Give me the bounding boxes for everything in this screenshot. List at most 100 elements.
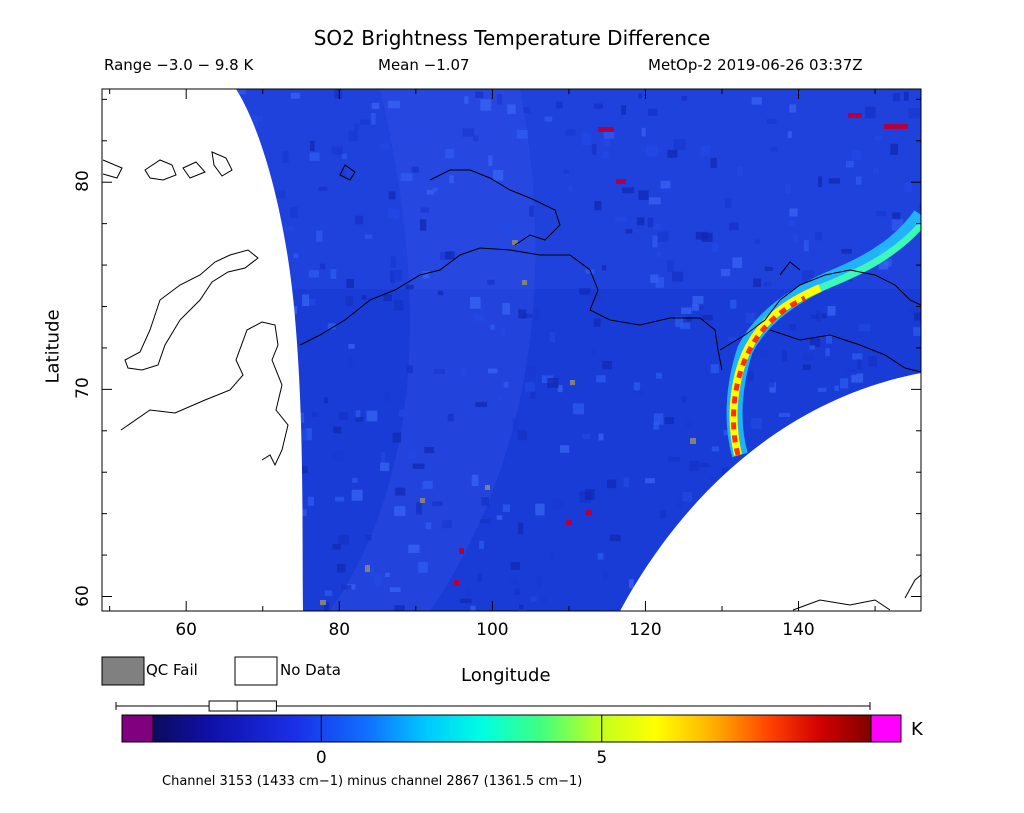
data-pixel [442,520,452,529]
x-axis [109,89,876,611]
data-pixel [597,552,604,560]
data-pixel [563,169,570,174]
data-pixel [827,305,836,316]
data-pixel [316,230,323,242]
data-pixel [594,103,603,109]
data-pixel [592,347,598,355]
data-pixel [891,219,904,231]
data-pixel [290,206,298,219]
data-pixel [788,220,795,227]
data-pixel [851,373,864,383]
data-pixel [355,410,361,420]
data-pixel [556,101,563,109]
data-pixel [411,166,419,173]
y-axis-label: Latitude [42,309,64,384]
data-pixel [600,609,609,611]
data-pixel [667,456,680,462]
data-pixel [338,534,350,545]
data-pixel [919,203,921,212]
data-pixel [526,367,537,377]
data-pixel [647,217,654,228]
data-pixel [787,131,792,138]
data-pixel [755,239,761,244]
colorbar-ticks [320,715,603,742]
data-pixel [516,130,528,139]
data-pixel [347,357,353,370]
data-pixel [560,445,570,453]
data-pixel [803,352,814,360]
data-pixel [856,176,862,185]
data-pixel [310,140,315,151]
data-pixel [845,161,854,168]
data-pixel [530,596,537,602]
data-pixel [336,563,346,573]
data-pixel [609,534,621,542]
mean-label: Mean −1.07 [378,56,470,74]
data-pixel [449,175,454,184]
data-pixel [692,304,700,311]
data-pixel [525,382,535,392]
data-pixel [422,480,433,489]
data-pixel [324,590,333,596]
data-pixel [816,310,821,322]
data-pixel [305,341,310,347]
data-pixel [904,182,913,192]
data-pixel [565,128,576,136]
data-pixel [534,309,540,321]
data-pixel [447,413,454,422]
data-pixel [389,587,401,592]
data-pixel [523,313,533,319]
data-pixel [283,226,294,231]
x-tick-label: 100 [476,620,509,640]
data-pixel [407,452,416,460]
data-pixel [500,224,512,234]
data-pixel [890,143,899,155]
data-pixel [323,397,328,404]
data-pixel [573,403,584,415]
data-pixel [652,235,658,248]
data-pixel [892,212,901,221]
data-pixel [518,309,527,319]
data-pixel [293,253,299,259]
data-pixel [492,169,504,181]
data-pixel [763,282,772,287]
data-pixel [579,288,591,295]
data-pixel [659,509,667,518]
data-pixel [594,200,602,211]
data-pixel [334,89,343,99]
data-pixel [488,155,493,166]
data-pixel [751,97,762,105]
data-pixel [464,96,469,104]
data-pixel [312,412,318,417]
data-pixel [465,587,472,596]
data-pixel [785,183,791,194]
data-pixel [437,290,444,296]
data-pixel [859,323,871,332]
data-pixel [371,112,376,125]
data-pixel [408,544,420,554]
data-pixel [345,295,354,306]
data-pixel [334,496,345,502]
data-pixel [480,518,491,524]
data-pixel [602,361,613,370]
range-label: Range −3.0 − 9.8 K [104,56,254,74]
data-pixel [473,135,479,142]
data-pixel [346,278,355,289]
data-pixel [518,609,526,611]
data-pixel [424,447,435,454]
data-pixel [628,579,634,589]
data-pixel [394,605,405,611]
data-pixel [308,270,319,278]
data-pixel [361,295,367,300]
data-pixel [359,119,370,125]
data-pixel [769,378,775,388]
data-pixel [682,491,693,502]
data-pixel [300,428,308,441]
data-pixel [507,104,516,114]
data-pixel [667,149,678,158]
data-pixel [480,99,492,111]
data-pixel [348,344,355,349]
data-pixel [341,153,347,159]
data-pixel [354,215,364,225]
data-pixel [385,572,390,578]
